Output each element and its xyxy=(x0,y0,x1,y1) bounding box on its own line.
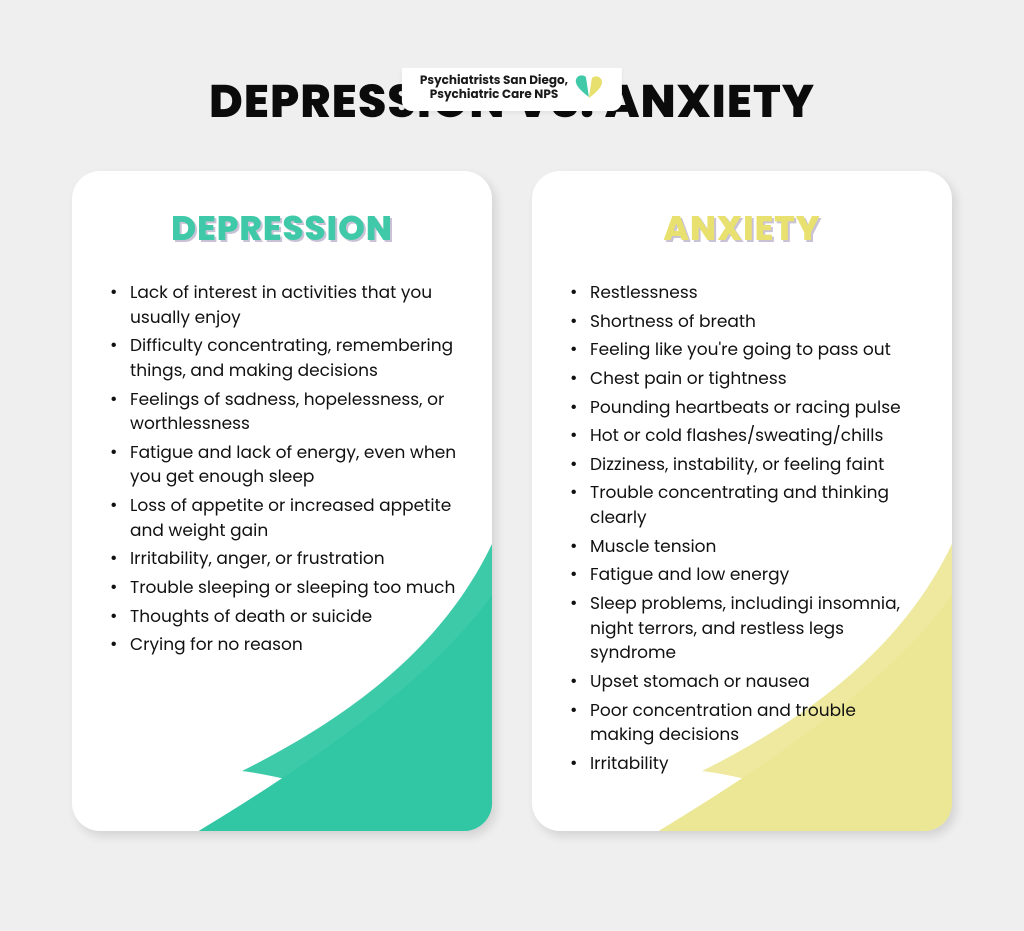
list-item: Irritability xyxy=(566,751,924,776)
list-item: Sleep problems, includingi insomnia, nig… xyxy=(566,591,924,665)
brand-badge: Psychiatrists San Diego, Psychiatric Car… xyxy=(402,68,622,111)
anxiety-heading: ANXIETY xyxy=(560,203,924,254)
list-item: Feeling like you're going to pass out xyxy=(566,337,924,362)
list-item: Crying for no reason xyxy=(106,632,464,657)
card-depression: DEPRESSION Lack of interest in activitie… xyxy=(72,171,492,831)
list-item: Upset stomach or nausea xyxy=(566,669,924,694)
list-item: Irritability, anger, or frustration xyxy=(106,546,464,571)
list-item: Difficulty concentrating, remembering th… xyxy=(106,333,464,382)
list-item: Loss of appetite or increased appetite a… xyxy=(106,493,464,542)
list-item: Pounding heartbeats or racing pulse xyxy=(566,395,924,420)
list-item: Feelings of sadness, hopelessness, or wo… xyxy=(106,387,464,436)
list-item: Dizziness, instability, or feeling faint xyxy=(566,452,924,477)
list-item: Muscle tension xyxy=(566,534,924,559)
list-item: Fatigue and lack of energy, even when yo… xyxy=(106,440,464,489)
card-anxiety: ANXIETY Restlessness Shortness of breath F… xyxy=(532,171,952,831)
anxiety-list: Restlessness Shortness of breath Feeling l… xyxy=(560,280,924,776)
list-item: Trouble sleeping or sleeping too much xyxy=(106,575,464,600)
list-item: Thoughts of death or suicide xyxy=(106,604,464,629)
list-item: Hot or cold flashes/sweating/chills xyxy=(566,423,924,448)
list-item: Fatigue and low energy xyxy=(566,562,924,587)
heart-icon xyxy=(574,74,604,102)
depression-heading: DEPRESSION xyxy=(100,203,464,254)
list-item: Shortness of breath xyxy=(566,309,924,334)
list-item: Trouble concentrating and thinking clear… xyxy=(566,480,924,529)
brand-text: Psychiatrists San Diego, Psychiatric Car… xyxy=(420,74,568,103)
brand-line-2: Psychiatric Care NPS xyxy=(430,86,558,103)
cards-row: DEPRESSION Lack of interest in activitie… xyxy=(0,171,1024,831)
depression-list: Lack of interest in activities that you … xyxy=(100,280,464,657)
list-item: Restlessness xyxy=(566,280,924,305)
list-item: Chest pain or tightness xyxy=(566,366,924,391)
list-item: Poor concentration and trouble making de… xyxy=(566,698,924,747)
list-item: Lack of interest in activities that you … xyxy=(106,280,464,329)
